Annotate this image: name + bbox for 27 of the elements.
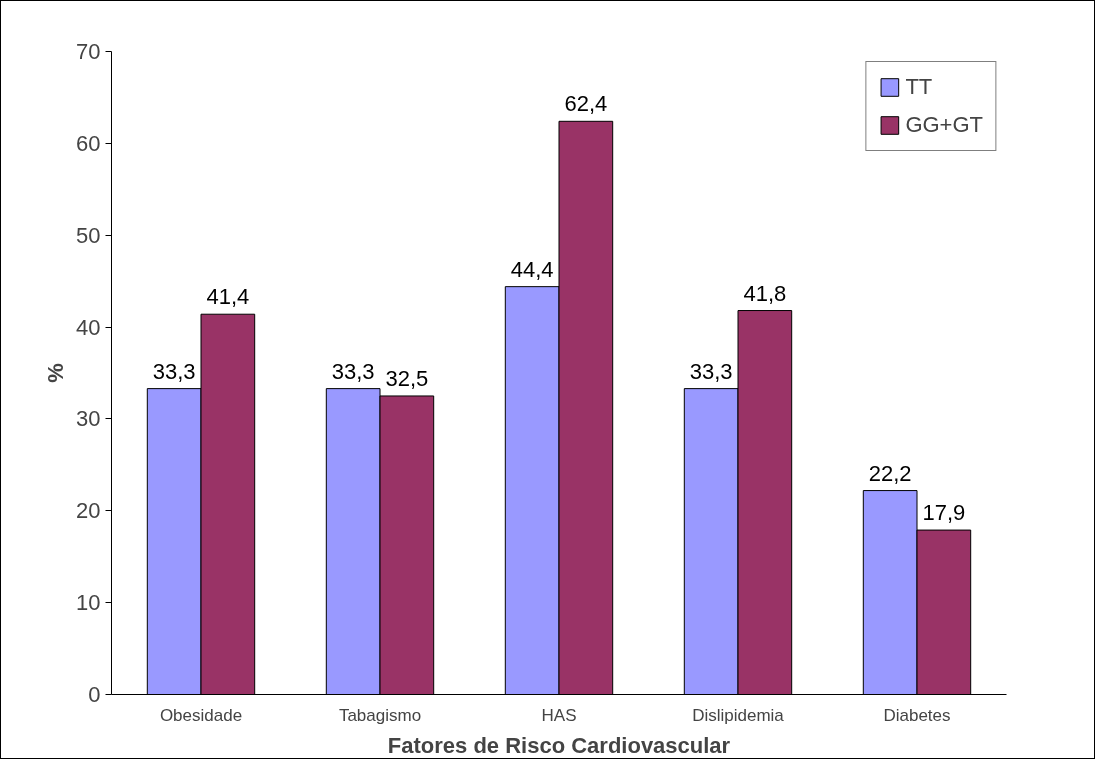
- y-tick-label: 60: [76, 130, 101, 156]
- data-label: 62,4: [564, 91, 608, 117]
- y-tick-label: 20: [76, 498, 101, 524]
- data-label: 33,3: [689, 358, 733, 384]
- data-label: 41,4: [206, 284, 250, 310]
- y-tick-label: 30: [76, 406, 101, 432]
- data-label: 44,4: [510, 256, 554, 282]
- y-tick-label: 70: [76, 39, 101, 64]
- y-axis-title: %: [43, 363, 69, 383]
- y-tick-label: 0: [88, 682, 101, 707]
- legend-label: GG+GT: [905, 112, 983, 138]
- legend-label: TT: [905, 74, 933, 100]
- data-label: 32,5: [385, 365, 429, 391]
- data-label: 33,3: [152, 358, 196, 384]
- x-tick-label: Obesidade: [159, 705, 243, 725]
- x-tick-label: Tabagismo: [338, 705, 422, 725]
- y-tick-label: 50: [76, 222, 101, 248]
- y-tick-label: 10: [76, 590, 101, 616]
- data-label: 33,3: [331, 358, 375, 384]
- x-tick-label: Dislipidemia: [692, 705, 785, 725]
- data-label: 41,8: [743, 280, 787, 306]
- data-label: 22,2: [868, 460, 912, 486]
- x-axis-title: Fatores de Risco Cardiovascular: [387, 732, 731, 758]
- x-tick-label: HAS: [541, 705, 577, 725]
- x-tick-label: Diabetes: [883, 705, 951, 725]
- y-tick-label: 40: [76, 314, 101, 340]
- data-label: 17,9: [922, 500, 966, 526]
